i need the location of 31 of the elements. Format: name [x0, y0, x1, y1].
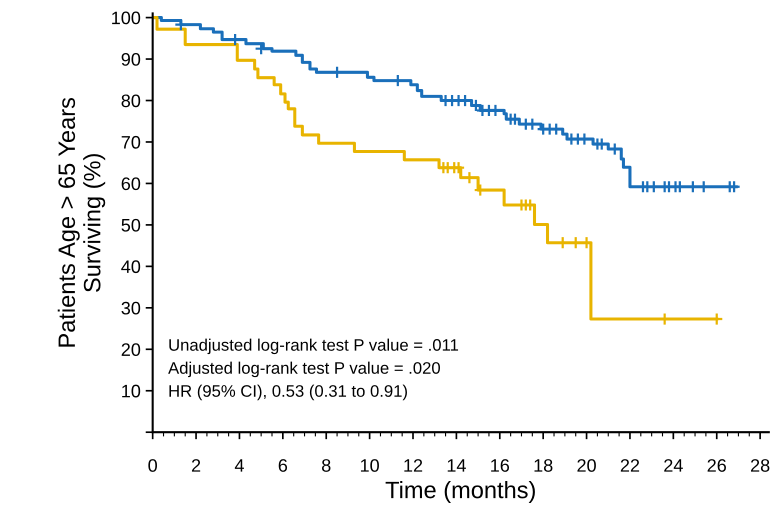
x-tick-label: 28: [750, 459, 770, 472]
x-tick-label: 2: [192, 459, 200, 472]
x-tick-label: 6: [278, 459, 288, 472]
x-tick-label: 14: [448, 459, 466, 472]
x-tick-label: 12: [404, 459, 422, 472]
y-tick-label: 60: [122, 177, 140, 190]
x-tick-label: 20: [577, 459, 596, 472]
y-tick-label: 40: [121, 260, 140, 274]
annotation: Adjusted log-rank test P value = .020: [168, 362, 440, 378]
y-tick-label: 90: [122, 52, 140, 66]
x-tick-label: 0: [148, 459, 157, 472]
x-tick-label: 10: [360, 459, 379, 472]
point: [469, 98, 483, 112]
annotation: HR (95% CI), 0.53 (0.31 to 0.91): [169, 384, 407, 400]
y-tick-label: 30: [121, 302, 140, 315]
x-tick-label: 8: [322, 459, 330, 472]
y-tick-label: 50: [122, 218, 140, 232]
x-tick-label: 26: [708, 459, 726, 472]
x-tick-label: 24: [664, 459, 683, 472]
x-tick-label: 4: [234, 459, 244, 472]
x-tick-label: 16: [491, 459, 510, 472]
x-axis-title: Time (months): [386, 480, 535, 503]
annotation: Unadjusted log-rank test P value = .011: [169, 338, 458, 354]
y-axis-title: Patients Age > 65 Years Surviving (%): [58, 98, 106, 347]
y-tick-label: 100: [112, 12, 140, 24]
x-tick-label: 22: [620, 459, 640, 472]
x-tick-label: 18: [534, 459, 552, 472]
y-tick-label: 70: [122, 136, 140, 149]
y-tick-label: 20: [122, 343, 140, 356]
y-tick-label: 80: [122, 94, 140, 108]
y-tick-label: 10: [122, 384, 140, 398]
